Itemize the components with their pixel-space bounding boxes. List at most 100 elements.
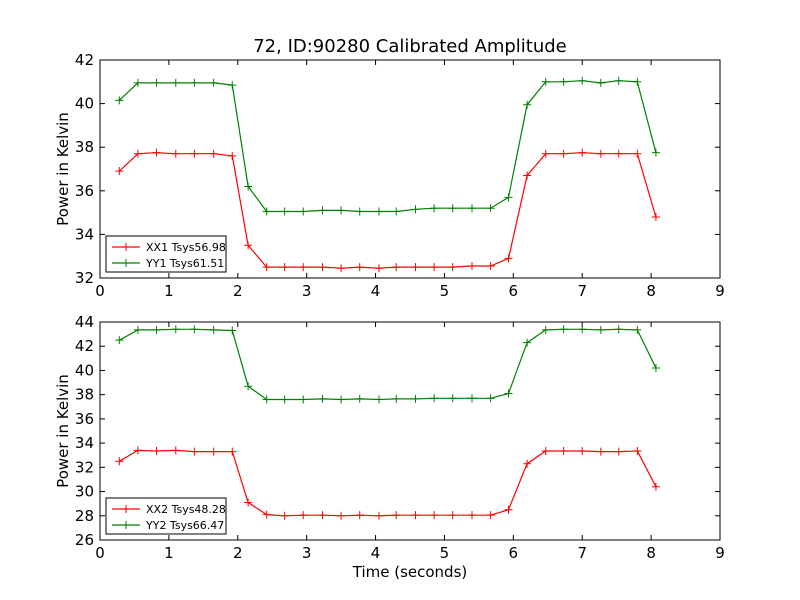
series-line <box>119 328 657 401</box>
data-point <box>209 78 218 87</box>
data-point <box>318 206 327 215</box>
data-point <box>468 204 476 213</box>
x-tick-label: 7 <box>577 282 587 300</box>
data-point <box>133 446 142 455</box>
data-point <box>596 149 605 158</box>
data-point <box>504 254 513 263</box>
y-tick-label: 38 <box>75 386 94 404</box>
data-point <box>523 338 532 347</box>
data-point <box>228 151 237 160</box>
data-point <box>486 511 495 520</box>
data-point <box>614 325 623 334</box>
data-point <box>280 511 289 520</box>
y-tick-label: 40 <box>75 95 94 113</box>
data-point <box>115 457 124 466</box>
data-point <box>430 263 439 272</box>
data-point <box>209 447 218 456</box>
legend-label: XX2 Tsys48.28 <box>146 503 226 516</box>
data-point <box>411 511 420 520</box>
y-tick-label: 34 <box>75 225 94 243</box>
data-point <box>559 325 568 334</box>
legend-marker <box>122 505 130 513</box>
series-1 <box>115 446 660 520</box>
data-point <box>280 395 289 404</box>
y-tick-label: 36 <box>75 182 94 200</box>
data-point <box>596 447 605 456</box>
data-point <box>541 325 550 334</box>
series-2 <box>115 325 660 404</box>
y-tick-label: 36 <box>75 410 94 428</box>
data-point <box>355 394 364 403</box>
data-point <box>337 395 346 404</box>
data-point <box>280 263 289 272</box>
y-tick-label: 40 <box>75 361 94 379</box>
data-point <box>190 325 199 334</box>
data-point <box>375 264 383 273</box>
y-tick-label: 42 <box>75 51 94 69</box>
series-1 <box>115 148 660 273</box>
data-point <box>209 149 218 158</box>
data-point <box>152 446 161 455</box>
data-point <box>228 81 237 90</box>
y-axis-label: Power in Kelvin <box>54 374 72 488</box>
data-point <box>578 325 587 334</box>
data-point <box>448 394 457 403</box>
data-point <box>228 326 237 335</box>
y-tick-label: 42 <box>75 337 94 355</box>
y-tick-label: 34 <box>75 434 94 452</box>
data-point <box>115 167 124 176</box>
data-point <box>244 182 253 191</box>
legend-label: YY1 Tsys61.51 <box>145 257 224 270</box>
y-tick-label: 32 <box>75 458 94 476</box>
data-point <box>504 193 513 202</box>
data-point <box>430 511 439 520</box>
x-tick-label: 6 <box>509 544 519 562</box>
data-point <box>633 325 642 334</box>
data-point <box>133 78 142 87</box>
data-point <box>411 263 420 272</box>
legend-marker <box>122 243 130 251</box>
legend: XX1 Tsys56.98 YY1 Tsys61.51 <box>105 235 227 273</box>
data-point <box>171 78 180 87</box>
data-point <box>244 241 253 250</box>
legend-marker <box>122 259 130 267</box>
x-tick-label: 5 <box>440 282 450 300</box>
data-point <box>392 263 401 272</box>
data-point <box>448 263 457 272</box>
y-tick-label: 32 <box>75 269 94 287</box>
data-point <box>633 149 642 158</box>
data-point <box>614 447 623 456</box>
data-point <box>392 207 401 216</box>
data-point <box>559 77 568 86</box>
x-tick-label: 2 <box>233 544 243 562</box>
data-point <box>262 263 271 272</box>
y-tick-label: 30 <box>75 483 94 501</box>
data-point <box>614 149 623 158</box>
data-point <box>486 262 495 271</box>
legend: XX2 Tsys48.28 YY2 Tsys66.47 <box>105 497 227 535</box>
data-point <box>541 77 550 86</box>
data-point <box>523 459 532 468</box>
x-tick-label: 2 <box>233 282 243 300</box>
data-point <box>596 325 605 334</box>
y-axis-label: Power in Kelvin <box>54 112 72 226</box>
y-tick-label: 38 <box>75 138 94 156</box>
data-point <box>375 207 383 216</box>
data-point <box>299 511 308 520</box>
data-point <box>578 76 587 85</box>
data-point <box>244 498 253 507</box>
data-point <box>633 77 642 86</box>
legend-label: XX1 Tsys56.98 <box>146 241 226 254</box>
data-point <box>152 78 161 87</box>
data-point <box>559 149 568 158</box>
data-point <box>651 212 660 221</box>
x-tick-label: 5 <box>440 544 450 562</box>
data-point <box>375 511 383 520</box>
data-point <box>355 207 364 216</box>
x-tick-label: 8 <box>646 282 656 300</box>
data-point <box>523 171 532 180</box>
data-point <box>578 446 587 455</box>
data-point <box>228 447 237 456</box>
series-line <box>118 80 657 213</box>
